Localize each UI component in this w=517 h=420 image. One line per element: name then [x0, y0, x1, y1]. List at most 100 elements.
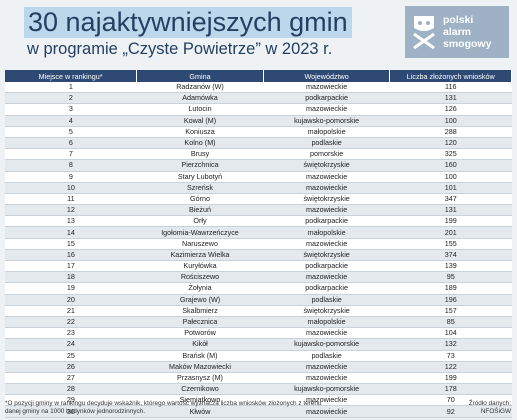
table-cell: 189	[389, 282, 512, 295]
table-cell: Brańsk (M)	[136, 350, 264, 362]
table-row: 8 Pierzchnica świętokrzyskie 160	[5, 159, 512, 172]
table-cell: Koniusza	[136, 126, 264, 138]
table-cell: Kowal (M)	[136, 115, 264, 127]
table-cell: 19	[5, 282, 137, 295]
table-cell: 120	[389, 137, 512, 150]
table-cell: kujawsko-pomorskie	[263, 115, 390, 127]
source-line: NFOŚiGW	[480, 408, 511, 415]
table-cell: podlaskie	[263, 350, 390, 362]
table-cell: 155	[389, 238, 512, 250]
table-cell: mazowieckie	[263, 204, 390, 217]
table-cell: 70	[389, 394, 512, 407]
table-cell: 1	[5, 82, 137, 94]
table-cell: 11	[5, 193, 137, 206]
table-cell: 13	[5, 215, 137, 228]
table-cell: 24	[5, 338, 137, 351]
table-row: 5 Koniusza małopolskie 288	[5, 126, 512, 138]
table-cell: Pałecznica	[136, 316, 264, 329]
table-cell: Pierzchnica	[136, 159, 264, 172]
table-cell: Górno	[136, 193, 264, 206]
table-cell: mazowieckie	[263, 103, 390, 116]
table-cell: 92	[389, 405, 512, 418]
logo-line: smogowy	[443, 38, 492, 50]
table-cell: Kłwów	[136, 405, 264, 418]
table-row: 20 Grajewo (W) podlaskie 196	[5, 294, 512, 306]
table-row: 27 Przasnysz (M) mazowieckie 199	[5, 372, 512, 385]
table-cell: 26	[5, 361, 137, 373]
table-cell: Igołomia-Wawrzeńczyce	[136, 226, 264, 239]
table-cell: 4	[5, 115, 137, 127]
table-body: 1 Radzanów (W) mazowieckie 116 2 Adamówka podk…	[5, 82, 512, 418]
table-cell: mazowieckie	[263, 182, 390, 194]
table-cell: 5	[5, 126, 137, 138]
table-row: 10 Szreńsk mazowieckie 101	[5, 182, 512, 194]
logo: polski alarm smogowy	[405, 6, 509, 58]
table-cell: 2	[5, 92, 137, 105]
column-header: Województwo	[263, 70, 391, 82]
table-cell: 347	[389, 193, 512, 206]
table-cell: świętokrzyskie	[263, 159, 390, 172]
table-cell: podkarpackie	[263, 215, 390, 228]
table-cell: kujawsko-pomorskie	[263, 338, 390, 351]
table-cell: mazowieckie	[263, 271, 390, 284]
table-cell: kujawsko-pomorskie	[263, 383, 390, 396]
header-row: Miejsce w rankingu* Gmina Województwo Liczb…	[5, 70, 512, 82]
table-cell: 8	[5, 159, 137, 172]
table-row: 4 Kowal (M) kujawsko-pomorskie 100	[5, 115, 512, 127]
table-cell: 374	[389, 249, 512, 262]
table-row: 26 Maków Mazowiecki mazowieckie 122	[5, 361, 512, 373]
column-header: Miejsce w rankingu*	[5, 70, 138, 82]
title: 30 najaktywniejszych gmin	[24, 7, 352, 38]
table-cell: 126	[389, 103, 512, 116]
table-row: 23 Potworów mazowieckie 104	[5, 327, 512, 340]
logo-icon	[413, 16, 435, 50]
table-cell: 6	[5, 137, 137, 150]
logo-line: polski	[443, 14, 474, 26]
table-cell: 20	[5, 294, 137, 306]
table-cell: Przasnysz (M)	[136, 372, 264, 385]
table-cell: 30	[5, 405, 137, 418]
table-cell: 16	[5, 249, 137, 262]
table-row: 15 Naruszewo mazowieckie 155	[5, 238, 512, 250]
source-line: Źródło danych:	[468, 400, 511, 407]
table-cell: 100	[389, 115, 512, 127]
table-row: 29 Siemiątkowo mazowieckie 70	[5, 394, 512, 407]
table-cell: Skalbmierz	[136, 305, 264, 317]
table-cell: 15	[5, 238, 137, 250]
table-cell: pomorskie	[263, 148, 390, 161]
table-row: 6 Kolno (M) podlaskie 120	[5, 137, 512, 150]
table-cell: 116	[389, 82, 512, 94]
table-cell: podlaskie	[263, 294, 390, 306]
table-cell: Siemiątkowo	[136, 394, 264, 407]
table-cell: mazowieckie	[263, 361, 390, 373]
table-row: 21 Skalbmierz świętokrzyskie 157	[5, 305, 512, 317]
table-cell: 3	[5, 103, 137, 116]
table-cell: 104	[389, 327, 512, 340]
ranking-table: Miejsce w rankingu* Gmina Województwo Liczb…	[5, 70, 512, 418]
table-cell: 95	[389, 271, 512, 284]
table-cell: 325	[389, 148, 512, 161]
table-cell: Radzanów (W)	[136, 82, 264, 94]
table-cell: Żołynia	[136, 282, 264, 295]
table-cell: mazowieckie	[263, 238, 390, 250]
table-row: 9 Stary Lubotyń mazowieckie 100	[5, 171, 512, 183]
logo-line: alarm	[443, 26, 472, 38]
table-row: 13 Orły podkarpackie 199	[5, 215, 512, 228]
table-cell: podkarpackie	[263, 282, 390, 295]
table-cell: 23	[5, 327, 137, 340]
table-cell: 17	[5, 260, 137, 273]
table-cell: Lutocin	[136, 103, 264, 116]
table-cell: Czernikowo	[136, 383, 264, 396]
table-row: 22 Pałecznica małopolskie 85	[5, 316, 512, 329]
table-cell: świętokrzyskie	[263, 249, 390, 262]
column-header: Liczba złożonych wniosków	[389, 70, 512, 82]
table-cell: 157	[389, 305, 512, 317]
table-cell: podkarpackie	[263, 260, 390, 273]
table-cell: 85	[389, 316, 512, 329]
table-cell: mazowieckie	[263, 327, 390, 340]
table-cell: Bieżuń	[136, 204, 264, 217]
table-cell: mazowieckie	[263, 394, 390, 407]
table-cell: 9	[5, 171, 137, 183]
table-cell: 22	[5, 316, 137, 329]
table-cell: mazowieckie	[263, 372, 390, 385]
